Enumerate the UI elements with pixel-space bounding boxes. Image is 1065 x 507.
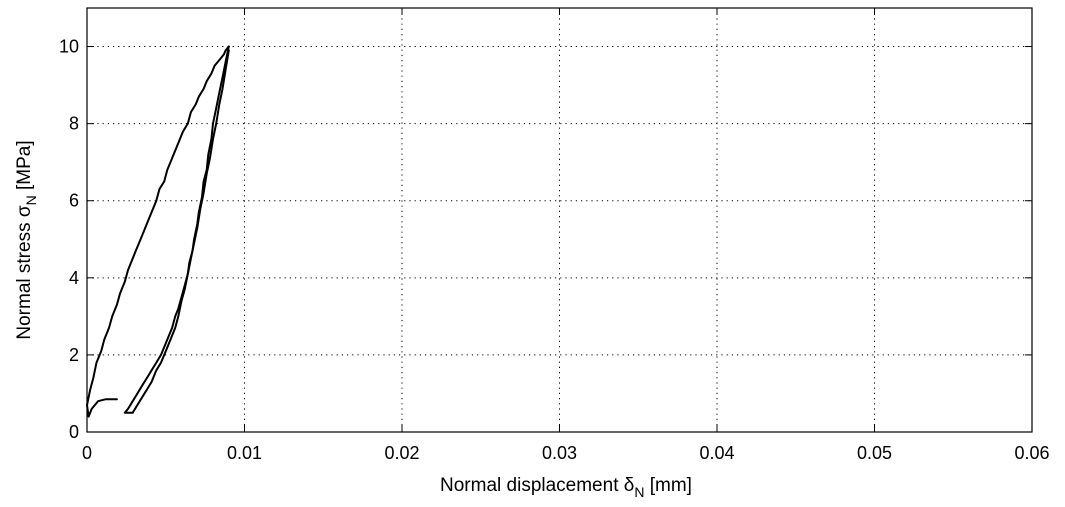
y-axis-label-unit: [MPa] bbox=[14, 140, 35, 190]
x-tick-labels: 0 0.01 0.02 0.03 0.04 0.05 0.06 bbox=[82, 443, 1050, 463]
x-axis-label-subscript: N bbox=[634, 484, 644, 500]
x-axis-label: Normal displacement δN [mm] bbox=[440, 475, 692, 500]
x-axis-label-unit: [mm] bbox=[650, 475, 692, 496]
x-axis-label-main: Normal displacement δ bbox=[440, 475, 634, 496]
axis-ticks bbox=[86, 8, 1033, 433]
y-tick-label: 2 bbox=[69, 345, 79, 365]
y-axis-label-main: Normal stress σ bbox=[14, 205, 35, 339]
x-tick-label: 0.02 bbox=[384, 443, 419, 463]
y-axis-label: Normal stress σN [MPa] bbox=[14, 140, 39, 339]
x-tick-label: 0.04 bbox=[699, 443, 734, 463]
y-tick-label: 6 bbox=[69, 191, 79, 211]
x-tick-label: 0.03 bbox=[542, 443, 577, 463]
y-tick-label: 10 bbox=[59, 37, 79, 57]
y-axis-label-subscript: N bbox=[23, 195, 39, 205]
x-tick-label: 0.05 bbox=[857, 443, 892, 463]
y-tick-label: 8 bbox=[69, 114, 79, 134]
y-tick-label: 0 bbox=[69, 422, 79, 442]
y-tick-labels: 0 2 4 6 8 10 bbox=[59, 37, 79, 442]
x-tick-label: 0.06 bbox=[1014, 443, 1049, 463]
x-tick-label: 0 bbox=[82, 443, 92, 463]
series-line-1 bbox=[86, 45, 230, 418]
data-series bbox=[86, 45, 230, 418]
y-tick-label: 4 bbox=[69, 268, 79, 288]
series-line-3 bbox=[131, 49, 230, 414]
x-tick-label: 0.01 bbox=[227, 443, 262, 463]
